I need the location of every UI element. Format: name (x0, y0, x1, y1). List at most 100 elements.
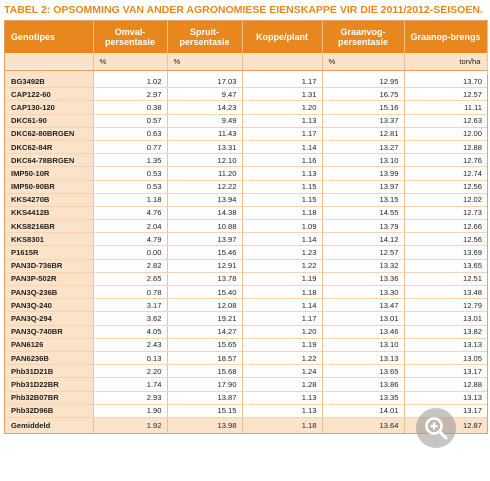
cell-graanvog: 13.13 (322, 351, 405, 366)
cell-genotype: PAN3Q-294 (5, 311, 94, 326)
cell-omval: 0.77 (93, 140, 168, 155)
table-row: IMP50-90BR 0.53 12.22 1.15 13.97 12.56 (5, 180, 487, 194)
cell-koppe: 1.15 (242, 193, 323, 207)
cell-graanvog: 13.36 (322, 272, 405, 287)
cell-graanopbrengs: 13.01 (404, 311, 487, 326)
cell-spruit: 12.91 (167, 259, 243, 273)
cell-spruit: 9.47 (167, 87, 243, 102)
cell-koppe: 1.22 (242, 351, 323, 366)
cell-graanvog: 13.10 (322, 338, 405, 352)
cell-graanvog: 14.12 (322, 232, 405, 247)
cell-graanopbrengs: 12.88 (404, 140, 487, 155)
cell-genotype: PAN3D-736BR (5, 259, 94, 273)
cell-koppe: 1.14 (242, 298, 323, 313)
cell-graanopbrengs: 12.74 (404, 166, 487, 181)
table-row: Phb32D96B 1.90 15.15 1.13 14.01 13.17 (5, 404, 487, 418)
cell-koppe: 1.23 (242, 245, 323, 260)
cell-omval: 2.20 (93, 364, 168, 379)
cell-genotype: KKS8216BR (5, 219, 94, 234)
cell-graanopbrengs: 13.70 (404, 75, 487, 89)
cell-genotype: PAN3Q-740BR (5, 325, 94, 339)
table-row: IMP50-10R 0.53 11.20 1.13 13.99 12.74 (5, 166, 487, 181)
average-row: Gemiddeld 1.92 13.98 1.18 13.64 12.87 (5, 416, 487, 433)
cell-graanopbrengs: 12.63 (404, 114, 487, 128)
cell-graanvog: 13.30 (322, 285, 405, 300)
cell-genotype: DKC62-84R (5, 140, 94, 155)
cell-koppe: 1.17 (242, 75, 323, 89)
cell-graanopbrengs: 13.69 (404, 245, 487, 260)
header-graanvog: Graanvog-persentasie (322, 21, 405, 53)
table-row: CAP122-60 2.97 9.47 1.31 16.75 12.57 (5, 87, 487, 102)
table-row: Phb31D21B 2.20 15.68 1.24 13.65 13.17 (5, 364, 487, 379)
cell-koppe: 1.14 (242, 140, 323, 155)
units-row: % % % ton/ha (5, 53, 488, 71)
cell-graanopbrengs: 12.79 (404, 298, 487, 313)
cell-spruit: 13.94 (167, 193, 243, 207)
cell-spruit: 12.22 (167, 180, 243, 194)
cell-omval: 2.43 (93, 338, 168, 352)
table-row: PAN3Q-240 3.17 12.08 1.14 13.47 12.79 (5, 298, 487, 313)
cell-graanvog: 13.10 (322, 153, 405, 168)
table-row: P1615R 0.00 15.46 1.23 12.57 13.69 (5, 245, 487, 260)
cell-graanvog: 13.86 (322, 377, 405, 392)
cell-graanopbrengs: 13.48 (404, 285, 487, 300)
cell-graanopbrengs: 12.73 (404, 206, 487, 221)
cell-spruit: 11.43 (167, 127, 243, 141)
cell-graanvog: 13.32 (322, 259, 405, 273)
cell-omval: 3.62 (93, 311, 168, 326)
cell-genotype: DKC64-78BRGEN (5, 153, 94, 168)
cell-omval: 3.17 (93, 298, 168, 313)
cell-koppe: 1.13 (242, 166, 323, 181)
table-row: DKC61-90 0.57 9.49 1.13 13.37 12.63 (5, 114, 487, 128)
average-graanvog: 13.64 (322, 416, 405, 433)
cell-koppe: 1.15 (242, 180, 323, 194)
cell-graanvog: 13.46 (322, 325, 405, 339)
cell-omval: 0.63 (93, 127, 168, 141)
cell-graanvog: 13.01 (322, 311, 405, 326)
cell-genotype: PAN6126 (5, 338, 94, 352)
cell-omval: 0.53 (93, 166, 168, 181)
cell-spruit: 15.46 (167, 245, 243, 260)
cell-spruit: 9.49 (167, 114, 243, 128)
average-label: Gemiddeld (5, 416, 94, 433)
cell-omval: 4.79 (93, 232, 168, 247)
cell-genotype: CAP122-60 (5, 87, 94, 102)
cell-graanopbrengs: 13.17 (404, 364, 487, 379)
cell-koppe: 1.17 (242, 311, 323, 326)
cell-genotype: IMP50-10R (5, 166, 94, 181)
cell-genotype: DKC61-90 (5, 114, 94, 128)
data-table-container: Genotipes Omval-persentasie Spruit-perse… (4, 20, 488, 434)
table-row: CAP130-120 0.38 14.23 1.20 15.16 11.11 (5, 100, 487, 115)
cell-omval: 0.00 (93, 245, 168, 260)
cell-omval: 1.18 (93, 193, 168, 207)
zoom-button[interactable] (416, 408, 456, 448)
cell-graanvog: 13.37 (322, 114, 405, 128)
unit-koppe (242, 53, 323, 71)
header-omval: Omval-persentasie (93, 21, 168, 53)
cell-koppe: 1.22 (242, 259, 323, 273)
cell-genotype: Phb32D96B (5, 404, 94, 418)
cell-koppe: 1.24 (242, 364, 323, 379)
table-row: PAN3D-736BR 2.82 12.91 1.22 13.32 13.65 (5, 259, 487, 273)
cell-omval: 0.78 (93, 285, 168, 300)
cell-koppe: 1.14 (242, 232, 323, 247)
cell-koppe: 1.13 (242, 404, 323, 418)
cell-koppe: 1.20 (242, 100, 323, 115)
cell-omval: 0.53 (93, 180, 168, 194)
table-row: PAN3Q-236B 0.78 15.40 1.18 13.30 13.48 (5, 285, 487, 300)
cell-genotype: CAP130-120 (5, 100, 94, 115)
cell-genotype: Phb31D21B (5, 364, 94, 379)
cell-koppe: 1.16 (242, 153, 323, 168)
cell-omval: 2.65 (93, 272, 168, 287)
cell-koppe: 1.17 (242, 127, 323, 141)
table-row: Phb31D22BR 1.74 17.90 1.28 13.86 12.88 (5, 377, 487, 392)
table-title: TABEL 2: OPSOMMING VAN ANDER AGRONOMIESE… (4, 4, 483, 16)
table-row: PAN6236B 0.13 18.57 1.22 13.13 13.05 (5, 351, 487, 366)
cell-graanvog: 13.99 (322, 166, 405, 181)
cell-omval: 2.93 (93, 391, 168, 405)
unit-graanvog: % (322, 53, 405, 71)
cell-graanopbrengs: 12.56 (404, 232, 487, 247)
cell-spruit: 15.65 (167, 338, 243, 352)
unit-genotipes (5, 53, 94, 71)
cell-omval: 4.05 (93, 325, 168, 339)
